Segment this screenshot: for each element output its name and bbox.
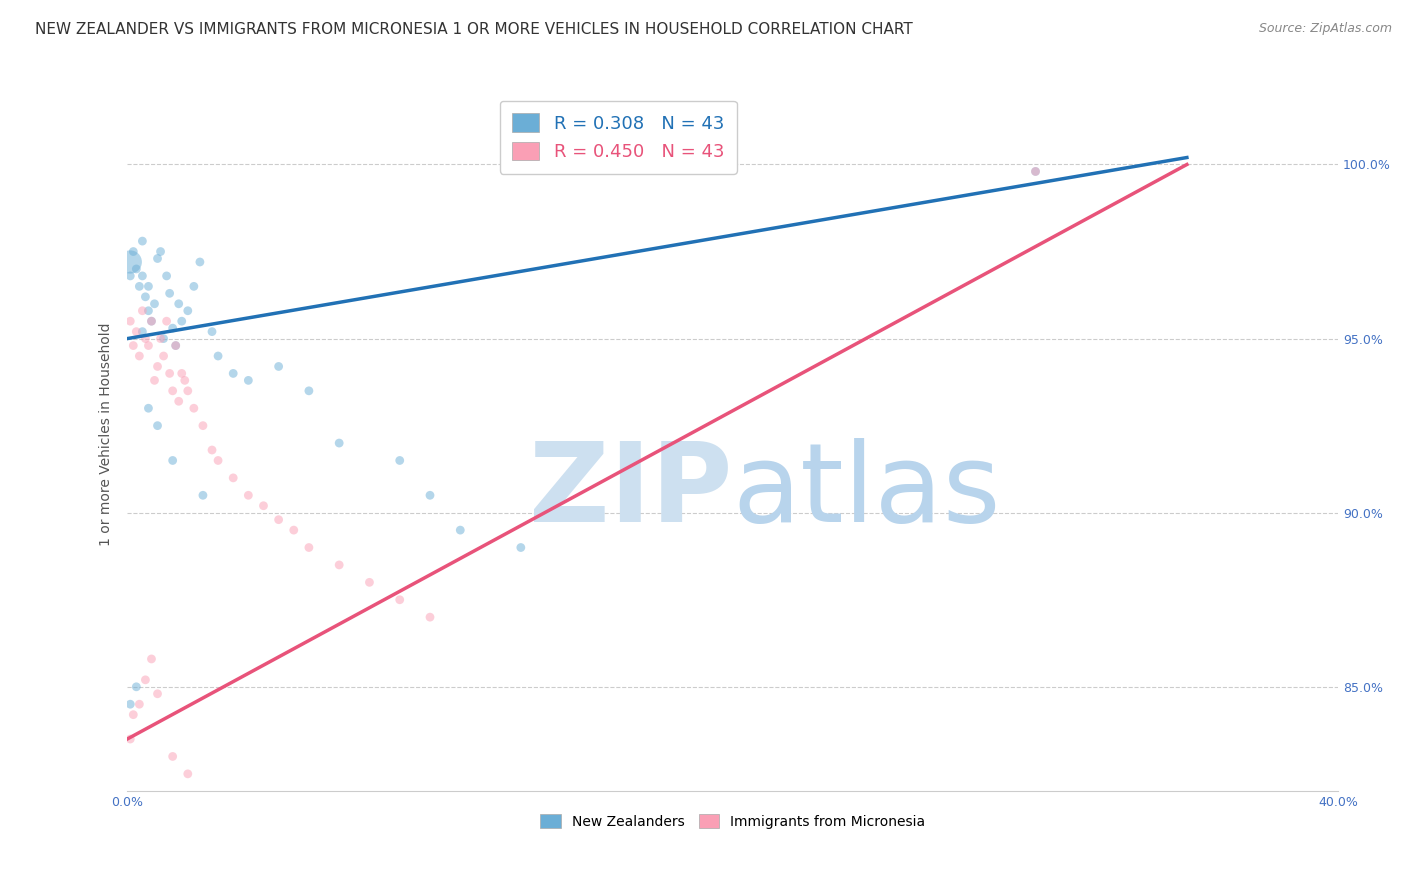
Point bbox=[188, 255, 211, 269]
Point bbox=[159, 367, 181, 381]
Point bbox=[146, 418, 169, 433]
Point bbox=[167, 297, 190, 311]
Point bbox=[155, 268, 177, 283]
Point bbox=[120, 732, 142, 747]
Point bbox=[207, 453, 229, 467]
Point bbox=[141, 314, 163, 328]
Text: Source: ZipAtlas.com: Source: ZipAtlas.com bbox=[1258, 22, 1392, 36]
Point bbox=[183, 401, 205, 416]
Point bbox=[167, 394, 190, 409]
Point bbox=[238, 488, 260, 502]
Point bbox=[388, 592, 411, 607]
Point bbox=[222, 367, 245, 381]
Point bbox=[177, 384, 200, 398]
Point bbox=[152, 332, 174, 346]
Point bbox=[162, 321, 184, 335]
Point bbox=[509, 541, 531, 555]
Point bbox=[141, 314, 163, 328]
Point bbox=[419, 488, 441, 502]
Point bbox=[267, 513, 290, 527]
Point bbox=[149, 332, 172, 346]
Point bbox=[419, 610, 441, 624]
Point bbox=[120, 255, 142, 269]
Point bbox=[1024, 164, 1046, 178]
Point bbox=[298, 384, 321, 398]
Point bbox=[138, 279, 160, 293]
Point bbox=[159, 286, 181, 301]
Point bbox=[201, 325, 224, 339]
Point bbox=[122, 707, 145, 722]
Point bbox=[283, 523, 305, 537]
Text: atlas: atlas bbox=[733, 438, 1001, 545]
Point bbox=[388, 453, 411, 467]
Point bbox=[201, 443, 224, 458]
Point bbox=[146, 359, 169, 374]
Point bbox=[298, 541, 321, 555]
Point bbox=[170, 314, 193, 328]
Point bbox=[128, 279, 150, 293]
Text: ZIP: ZIP bbox=[530, 438, 733, 545]
Point bbox=[134, 332, 156, 346]
Point bbox=[128, 697, 150, 711]
Point bbox=[138, 303, 160, 318]
Point bbox=[131, 268, 153, 283]
Point bbox=[191, 488, 214, 502]
Point bbox=[141, 652, 163, 666]
Point bbox=[173, 373, 195, 387]
Point bbox=[1024, 164, 1046, 178]
Legend: New Zealanders, Immigrants from Micronesia: New Zealanders, Immigrants from Micrones… bbox=[534, 808, 931, 834]
Y-axis label: 1 or more Vehicles in Household: 1 or more Vehicles in Household bbox=[100, 323, 114, 546]
Point bbox=[165, 338, 187, 352]
Point bbox=[162, 453, 184, 467]
Point bbox=[138, 401, 160, 416]
Point bbox=[152, 349, 174, 363]
Point bbox=[120, 314, 142, 328]
Point bbox=[125, 325, 148, 339]
Point bbox=[170, 367, 193, 381]
Point bbox=[162, 384, 184, 398]
Point bbox=[149, 244, 172, 259]
Point bbox=[122, 338, 145, 352]
Point bbox=[134, 290, 156, 304]
Point bbox=[131, 325, 153, 339]
Point bbox=[120, 268, 142, 283]
Point bbox=[125, 680, 148, 694]
Point bbox=[177, 767, 200, 781]
Point bbox=[222, 471, 245, 485]
Point bbox=[146, 687, 169, 701]
Point bbox=[131, 303, 153, 318]
Point bbox=[155, 314, 177, 328]
Point bbox=[165, 338, 187, 352]
Point bbox=[143, 297, 166, 311]
Point bbox=[191, 418, 214, 433]
Point bbox=[146, 252, 169, 266]
Point bbox=[449, 523, 471, 537]
Point bbox=[122, 244, 145, 259]
Point bbox=[359, 575, 381, 590]
Point bbox=[177, 303, 200, 318]
Point bbox=[238, 373, 260, 387]
Point bbox=[138, 338, 160, 352]
Point bbox=[125, 262, 148, 277]
Point bbox=[328, 558, 350, 572]
Point bbox=[134, 673, 156, 687]
Point bbox=[131, 234, 153, 248]
Point bbox=[162, 749, 184, 764]
Point bbox=[143, 373, 166, 387]
Point bbox=[267, 359, 290, 374]
Point bbox=[207, 349, 229, 363]
Point bbox=[328, 436, 350, 450]
Point bbox=[252, 499, 274, 513]
Point bbox=[183, 279, 205, 293]
Point bbox=[128, 349, 150, 363]
Text: NEW ZEALANDER VS IMMIGRANTS FROM MICRONESIA 1 OR MORE VEHICLES IN HOUSEHOLD CORR: NEW ZEALANDER VS IMMIGRANTS FROM MICRONE… bbox=[35, 22, 912, 37]
Point bbox=[120, 697, 142, 711]
